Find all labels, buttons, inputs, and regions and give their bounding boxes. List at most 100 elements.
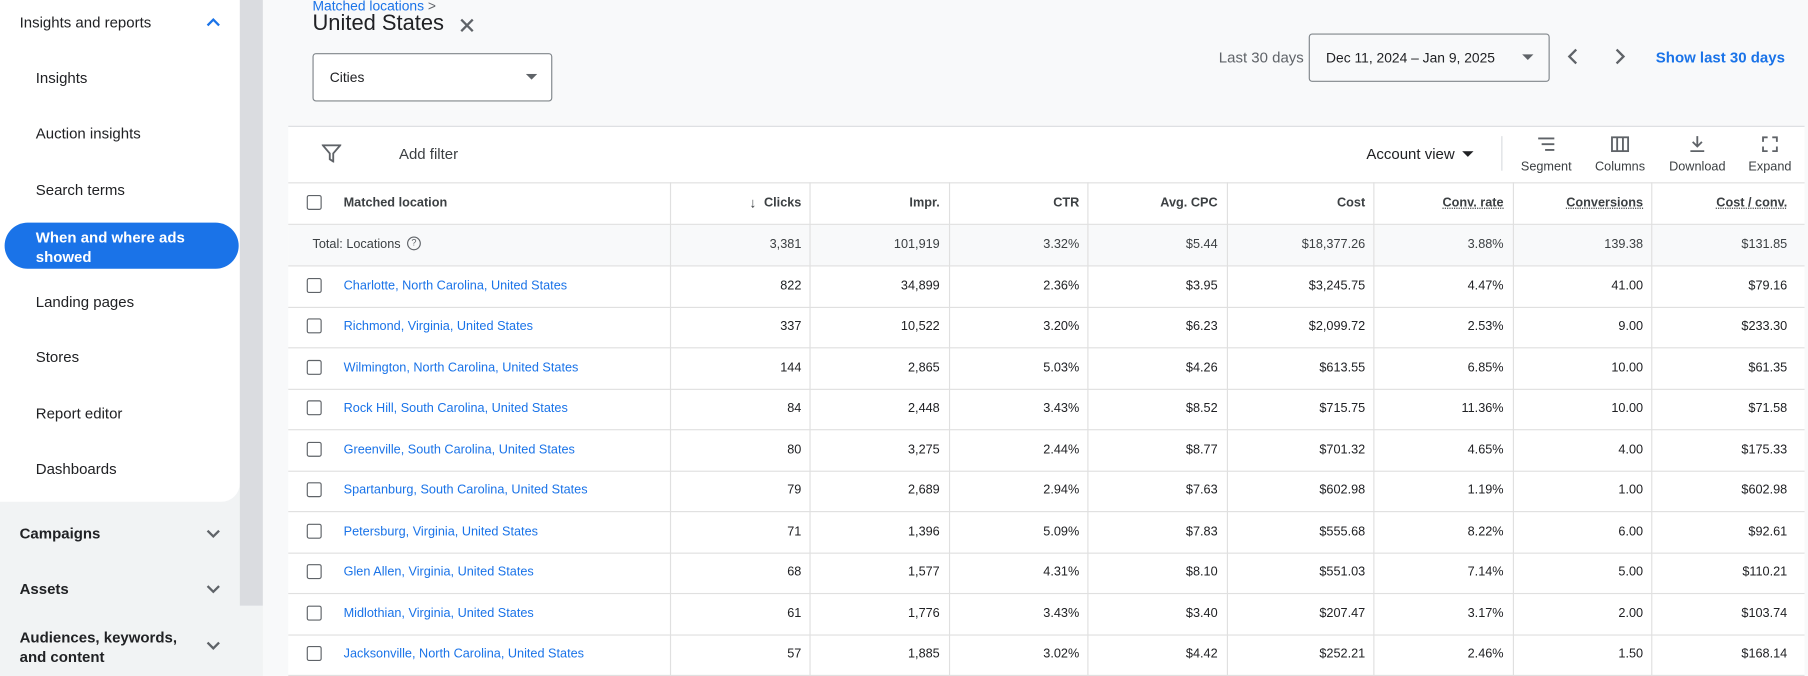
column-header[interactable]: Conv. rate: [1442, 196, 1504, 210]
toolbar-button-label[interactable]: Expand: [1748, 160, 1792, 175]
column-header[interactable]: Conversions: [1566, 196, 1644, 210]
next-arrow[interactable]: [1612, 48, 1628, 65]
date-picker[interactable]: Dec 11, 2024 – Jan 9, 2025: [1308, 33, 1550, 82]
column-header[interactable]: Clicks: [763, 196, 802, 210]
location-link[interactable]: Wilmington, North Carolina, United State…: [343, 360, 579, 375]
location-link[interactable]: Jacksonville, North Carolina, United Sta…: [343, 647, 585, 662]
row-border: [288, 429, 1805, 431]
metric-value: 3.43%: [1043, 401, 1080, 416]
metric-value: 4.31%: [1043, 565, 1080, 580]
toolbar-button-label[interactable]: Columns: [1595, 160, 1646, 175]
metric-value: 4.65%: [1467, 442, 1504, 457]
sidebar-item[interactable]: Search terms: [35, 181, 125, 199]
column-header[interactable]: Impr.: [909, 196, 940, 210]
checkbox[interactable]: [306, 605, 322, 621]
dropdown[interactable]: Cities: [312, 53, 553, 102]
checkbox[interactable]: [306, 564, 322, 580]
location-link[interactable]: Spartanburg, South Carolina, United Stat…: [343, 483, 588, 498]
prev-arrow[interactable]: [1565, 48, 1581, 65]
row-border: [288, 551, 1805, 554]
checkbox[interactable]: [306, 400, 322, 416]
column-header[interactable]: Matched location: [343, 196, 448, 210]
sidebar-item[interactable]: Stores: [35, 348, 80, 366]
close-icon[interactable]: [459, 17, 475, 33]
metric-value: 1,577: [907, 565, 940, 580]
location-link[interactable]: Richmond, Virginia, United States: [343, 319, 534, 334]
checkbox[interactable]: [306, 523, 322, 539]
sidebar-item[interactable]: Landing pages: [35, 293, 135, 311]
metric-value: 2.44%: [1043, 442, 1080, 457]
sidebar-section[interactable]: Audiences, keywords, and content: [19, 628, 178, 666]
breadcrumb-link[interactable]: Matched locations: [312, 0, 425, 14]
chevron-down[interactable]: [205, 638, 221, 654]
location-link[interactable]: Charlotte, North Carolina, United States: [343, 278, 568, 293]
checkbox[interactable]: [306, 194, 322, 210]
location-link[interactable]: Rock Hill, South Carolina, United States: [343, 401, 568, 416]
row-border: [288, 223, 1805, 225]
location-link[interactable]: Glen Allen, Virginia, United States: [343, 565, 534, 580]
metric-value: $233.30: [1741, 319, 1788, 334]
sidebar-item[interactable]: Report editor: [35, 404, 123, 423]
metric-value: 61: [787, 606, 802, 621]
chevron-up[interactable]: [205, 14, 221, 30]
sidebar-section[interactable]: Assets: [19, 580, 69, 598]
checkbox[interactable]: [306, 318, 322, 334]
metric-value: 5.03%: [1043, 360, 1080, 375]
sidebar-item[interactable]: Dashboards: [35, 460, 117, 478]
column-border: [1226, 182, 1229, 676]
columns-icon[interactable]: [1611, 136, 1630, 153]
metric-value: 11.36%: [1461, 401, 1504, 416]
toolbar-button-label[interactable]: Download: [1669, 160, 1726, 175]
column-header[interactable]: Cost: [1337, 196, 1366, 210]
sidebar-section[interactable]: Campaigns: [19, 524, 101, 543]
filter-icon[interactable]: [321, 144, 342, 163]
metric-value: $168.14: [1741, 647, 1788, 662]
checkbox[interactable]: [306, 277, 322, 293]
row-border: [288, 182, 1805, 184]
metric-value: $92.61: [1748, 524, 1788, 539]
scrollbar[interactable]: [239, 0, 263, 606]
metric-value: 84: [787, 401, 802, 416]
segment-icon[interactable]: [1537, 136, 1555, 152]
account-view[interactable]: Account view: [1366, 145, 1455, 163]
column-header[interactable]: Cost / conv.: [1716, 196, 1788, 210]
column-header[interactable]: Avg. CPC: [1160, 196, 1218, 210]
metric-value: 3,275: [907, 442, 940, 457]
add-filter[interactable]: Add filter: [398, 145, 459, 163]
metric-value: $8.77: [1185, 442, 1218, 457]
chevron-down[interactable]: [205, 581, 221, 597]
row-border: [288, 265, 1805, 267]
sidebar-item[interactable]: Auction insights: [35, 124, 141, 142]
row-border: [288, 511, 1805, 513]
show-last-link[interactable]: Show last 30 days: [1655, 48, 1785, 66]
checkbox[interactable]: [306, 359, 322, 375]
breadcrumb[interactable]: Matched locations >: [312, 0, 435, 14]
metric-value: $8.10: [1185, 565, 1218, 580]
metric-value: 2.00: [1618, 606, 1644, 621]
metric-value: 10.00: [1611, 401, 1644, 416]
location-link[interactable]: Midlothian, Virginia, United States: [343, 606, 534, 621]
chevron-down[interactable]: [205, 526, 221, 542]
checkbox[interactable]: [306, 646, 322, 662]
expand-icon[interactable]: [1762, 136, 1778, 153]
column-border: [809, 182, 811, 676]
total-value: 3.88%: [1467, 237, 1504, 252]
sidebar-item[interactable]: Insights: [35, 69, 88, 87]
download-icon[interactable]: [1688, 135, 1706, 153]
metric-value: $602.98: [1319, 483, 1366, 498]
metric-value: $613.55: [1319, 360, 1366, 375]
active-pill[interactable]: [4, 222, 239, 269]
help-icon[interactable]: ?: [407, 236, 421, 251]
location-link[interactable]: Petersburg, Virginia, United States: [343, 524, 538, 539]
checkbox[interactable]: [306, 482, 322, 498]
checkbox[interactable]: [306, 441, 322, 457]
column-header[interactable]: CTR: [1053, 196, 1080, 210]
row-border: [288, 674, 1805, 676]
sidebar-item-active[interactable]: When and where ads showed: [35, 228, 185, 266]
toolbar-button-label[interactable]: Segment: [1520, 160, 1572, 175]
sidebar-section[interactable]: Insights and reports: [19, 13, 152, 32]
metric-value: $252.21: [1319, 647, 1366, 662]
metric-value: 10.00: [1611, 360, 1644, 375]
location-link[interactable]: Greenville, South Carolina, United State…: [343, 442, 575, 457]
